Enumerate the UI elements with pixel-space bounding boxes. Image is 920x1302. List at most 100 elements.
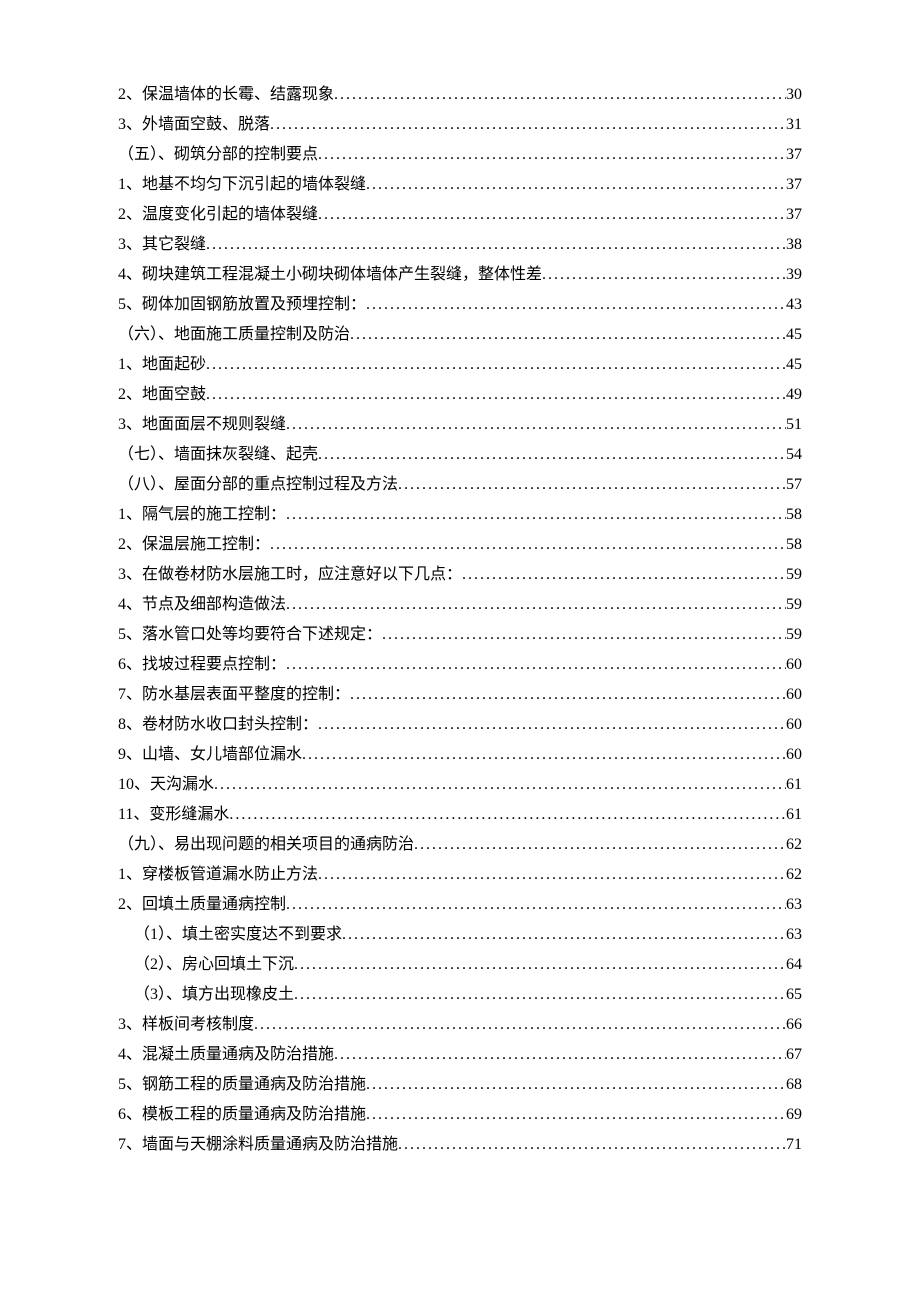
toc-entry-label: 1、地面起砂 — [118, 350, 206, 380]
toc-entry-leader-dots — [206, 350, 786, 380]
toc-entry-leader-dots — [366, 1100, 786, 1130]
toc-entry: 1、隔气层的施工控制： 58 — [118, 500, 802, 530]
toc-entry-page-number: 62 — [786, 830, 802, 860]
toc-entry-page-number: 69 — [786, 1100, 802, 1130]
toc-entry-leader-dots — [366, 290, 786, 320]
toc-entry-page-number: 58 — [786, 500, 802, 530]
toc-entry: 10、天沟漏水 61 — [118, 770, 802, 800]
toc-entry-page-number: 57 — [786, 470, 802, 500]
toc-entry: 8、卷材防水收口封头控制：60 — [118, 710, 802, 740]
toc-entry-page-number: .66 — [782, 1010, 802, 1040]
toc-entry-label: （1）、填土密实度达不到要求 — [134, 920, 342, 950]
toc-entry-leader-dots — [414, 830, 786, 860]
toc-entry: 7、墙面与天棚涂料质量通病及防治措施 71 — [118, 1130, 802, 1160]
toc-entry-page-number: 37 — [786, 140, 802, 170]
toc-entry-label: 1、隔气层的施工控制： — [118, 500, 286, 530]
toc-entry-label: 3、外墙面空鼓、脱落 — [118, 110, 270, 140]
toc-entry-label: （九）、易出现问题的相关项目的通病防治 — [118, 830, 414, 860]
toc-entry: 4、砌块建筑工程混凝土小砌块砌体墙体产生裂缝，整体性差39 — [118, 260, 802, 290]
toc-entry-label: （2）、房心回填土下沉 — [134, 950, 294, 980]
table-of-contents: 2、保温墙体的长霉、结露现象303、外墙面空鼓、脱落31（五）、砌筑分部的控制要… — [118, 80, 802, 1160]
toc-entry-page-number: 51 — [786, 410, 802, 440]
toc-entry-label: 5、钢筋工程的质量通病及防治措施 — [118, 1070, 366, 1100]
toc-entry-label: 4、混凝土质量通病及防治措施 — [118, 1040, 334, 1070]
toc-entry-page-number: 61 — [786, 800, 802, 830]
toc-entry-leader-dots — [229, 800, 786, 830]
toc-entry-label: （六）、地面施工质量控制及防治 — [118, 320, 350, 350]
toc-entry: 3、其它裂缝 38 — [118, 230, 802, 260]
toc-entry-page-number: 68 — [786, 1070, 802, 1100]
toc-entry-leader-dots — [254, 1010, 782, 1040]
toc-entry-label: 1、穿楼板管道漏水防止方法 — [118, 860, 318, 890]
toc-entry-label: 11、变形缝漏水 — [118, 800, 229, 830]
toc-entry-leader-dots — [350, 320, 786, 350]
toc-entry-page-number: 61 — [786, 770, 802, 800]
toc-entry: 1、穿楼板管道漏水防止方法 62 — [118, 860, 802, 890]
toc-entry-leader-dots — [286, 410, 786, 440]
toc-entry-leader-dots — [318, 140, 786, 170]
toc-entry-page-number: 65 — [786, 980, 802, 1010]
toc-entry-page-number: 60 — [786, 680, 802, 710]
toc-entry-label: 4、节点及细部构造做法 — [118, 590, 286, 620]
toc-entry-label: 3、地面面层不规则裂缝 — [118, 410, 286, 440]
toc-entry-label: 3、其它裂缝 — [118, 230, 206, 260]
toc-entry: 5、钢筋工程的质量通病及防治措施 68 — [118, 1070, 802, 1100]
toc-entry-leader-dots — [286, 500, 786, 530]
toc-entry-leader-dots — [342, 920, 786, 950]
toc-entry-label: 10、天沟漏水 — [118, 770, 214, 800]
toc-entry: 2、保温墙体的长霉、结露现象30 — [118, 80, 802, 110]
toc-entry-label: 6、模板工程的质量通病及防治措施 — [118, 1100, 366, 1130]
toc-entry-page-number: 71 — [786, 1130, 802, 1160]
toc-entry-label: 2、地面空鼓 — [118, 380, 206, 410]
toc-entry-label: 2、回填土质量通病控制 — [118, 890, 286, 920]
toc-entry-page-number: 37 — [786, 170, 802, 200]
toc-entry-leader-dots — [270, 110, 786, 140]
toc-entry-page-number: 60 — [786, 740, 802, 770]
toc-entry-leader-dots — [294, 980, 786, 1010]
toc-entry: 5、砌体加固钢筋放置及预埋控制： 43 — [118, 290, 802, 320]
toc-entry-label: 2、保温层施工控制： — [118, 530, 270, 560]
toc-entry-page-number: 59 — [786, 560, 802, 590]
toc-entry-leader-dots — [206, 230, 786, 260]
toc-entry: （1）、填土密实度达不到要求 63 — [118, 920, 802, 950]
toc-entry: （五）、砌筑分部的控制要点 37 — [118, 140, 802, 170]
toc-entry-label: 5、砌体加固钢筋放置及预埋控制： — [118, 290, 366, 320]
toc-entry-page-number: 45 — [786, 320, 802, 350]
toc-entry: 2、地面空鼓 49 — [118, 380, 802, 410]
toc-entry-page-number: 49 — [786, 380, 802, 410]
toc-entry-page-number: 64 — [786, 950, 802, 980]
toc-entry: （3）、填方出现橡皮土 65 — [118, 980, 802, 1010]
toc-entry-leader-dots — [294, 950, 786, 980]
toc-entry-leader-dots — [318, 860, 786, 890]
toc-entry-leader-dots — [286, 890, 786, 920]
toc-entry-leader-dots — [318, 710, 786, 740]
toc-entry: 3、地面面层不规则裂缝 51 — [118, 410, 802, 440]
toc-entry-page-number: 31 — [786, 110, 802, 140]
toc-entry-page-number: 39 — [786, 260, 802, 290]
toc-entry-label: 5、落水管口处等均要符合下述规定： — [118, 620, 382, 650]
toc-entry-leader-dots — [350, 680, 786, 710]
toc-entry-page-number: 62 — [786, 860, 802, 890]
toc-entry: 3、外墙面空鼓、脱落 31 — [118, 110, 802, 140]
toc-entry-leader-dots — [542, 260, 786, 290]
toc-entry-label: （3）、填方出现橡皮土 — [134, 980, 294, 1010]
toc-entry: （2）、房心回填土下沉 64 — [118, 950, 802, 980]
toc-entry-leader-dots — [366, 1070, 786, 1100]
toc-entry-page-number: 63 — [786, 920, 802, 950]
toc-entry-page-number: 67 — [786, 1040, 802, 1070]
toc-entry-leader-dots — [334, 80, 786, 110]
toc-entry-label: 7、防水基层表面平整度的控制： — [118, 680, 350, 710]
toc-entry: 9、山墙、女儿墙部位漏水60 — [118, 740, 802, 770]
toc-entry-label: 2、温度变化引起的墙体裂缝 — [118, 200, 318, 230]
toc-entry-leader-dots — [302, 740, 786, 770]
toc-entry: （六）、地面施工质量控制及防治 45 — [118, 320, 802, 350]
toc-entry: 7、防水基层表面平整度的控制： 60 — [118, 680, 802, 710]
toc-entry: 11、变形缝漏水 61 — [118, 800, 802, 830]
toc-entry-leader-dots — [286, 590, 786, 620]
toc-entry-page-number: 43 — [786, 290, 802, 320]
toc-entry: 6、找坡过程要点控制：60 — [118, 650, 802, 680]
toc-entry-label: （八）、屋面分部的重点控制过程及方法 — [118, 470, 398, 500]
toc-entry-label: 7、墙面与天棚涂料质量通病及防治措施 — [118, 1130, 398, 1160]
toc-entry: （七）、墙面抹灰裂缝、起壳54 — [118, 440, 802, 470]
toc-entry-label: （五）、砌筑分部的控制要点 — [118, 140, 318, 170]
